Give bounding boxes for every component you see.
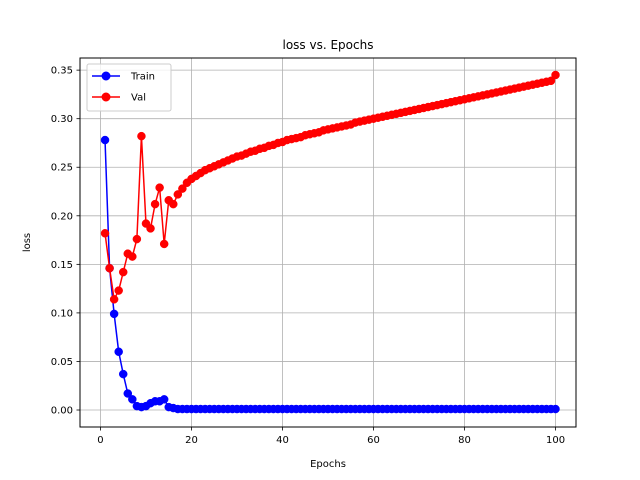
val-point	[146, 224, 155, 233]
train-point	[128, 395, 137, 404]
legend-val-marker	[101, 92, 111, 102]
train-point	[114, 347, 123, 356]
plot-frame	[79, 57, 577, 428]
chart-title: loss vs. Epochs	[283, 38, 374, 52]
y-tick-label: 0.20	[51, 211, 73, 222]
val-point	[105, 263, 114, 273]
val-point	[132, 234, 142, 244]
x-tick-label: 40	[276, 435, 289, 446]
legend: Train Val	[86, 63, 172, 112]
val-point	[178, 184, 187, 193]
val-point	[551, 70, 560, 80]
x-tick-label: 20	[185, 435, 198, 446]
legend-train-label: Train	[130, 72, 155, 83]
legend-val-label: Val	[131, 93, 146, 104]
y-tick-label: 0.25	[51, 163, 73, 174]
y-tick-label: 0.15	[51, 260, 73, 271]
y-tick-label: 0.35	[51, 66, 73, 77]
x-tick-label: 0	[97, 435, 103, 446]
series-train	[100, 135, 560, 414]
legend-train-marker	[101, 71, 111, 81]
val-point	[173, 190, 183, 199]
train-point	[123, 389, 133, 398]
x-axis-title: Epochs	[310, 459, 346, 470]
y-tick-label: 0.30	[51, 114, 73, 125]
ticks: 0 20 40 60 80 100 0.00 0.05 0.10 0.15 0.20 0.25 0.30…	[51, 66, 565, 446]
y-axis-title: loss	[22, 233, 33, 252]
val-point	[100, 229, 110, 238]
train-point	[551, 404, 560, 414]
series-val	[100, 70, 560, 304]
legend-box	[86, 63, 172, 112]
val-point	[169, 199, 178, 209]
val-point	[109, 295, 119, 304]
x-tick-label: 100	[546, 435, 565, 446]
y-tick-label: 0.10	[51, 308, 73, 319]
train-point	[159, 395, 169, 404]
val-point	[128, 252, 137, 261]
val-point	[150, 199, 160, 209]
val-point	[159, 239, 169, 249]
train-point	[100, 135, 110, 145]
series-layer	[100, 70, 560, 414]
y-tick-label: 0.00	[51, 406, 73, 417]
val-point	[155, 183, 164, 192]
val-point	[137, 131, 146, 141]
val-point	[114, 286, 123, 295]
val-point	[546, 76, 556, 86]
x-tick-label: 60	[367, 435, 380, 446]
x-tick-label: 80	[458, 435, 471, 446]
y-tick-label: 0.05	[51, 357, 73, 368]
train-point	[109, 309, 119, 319]
val-point	[118, 267, 128, 277]
train-point	[118, 369, 128, 379]
grid	[80, 58, 576, 427]
